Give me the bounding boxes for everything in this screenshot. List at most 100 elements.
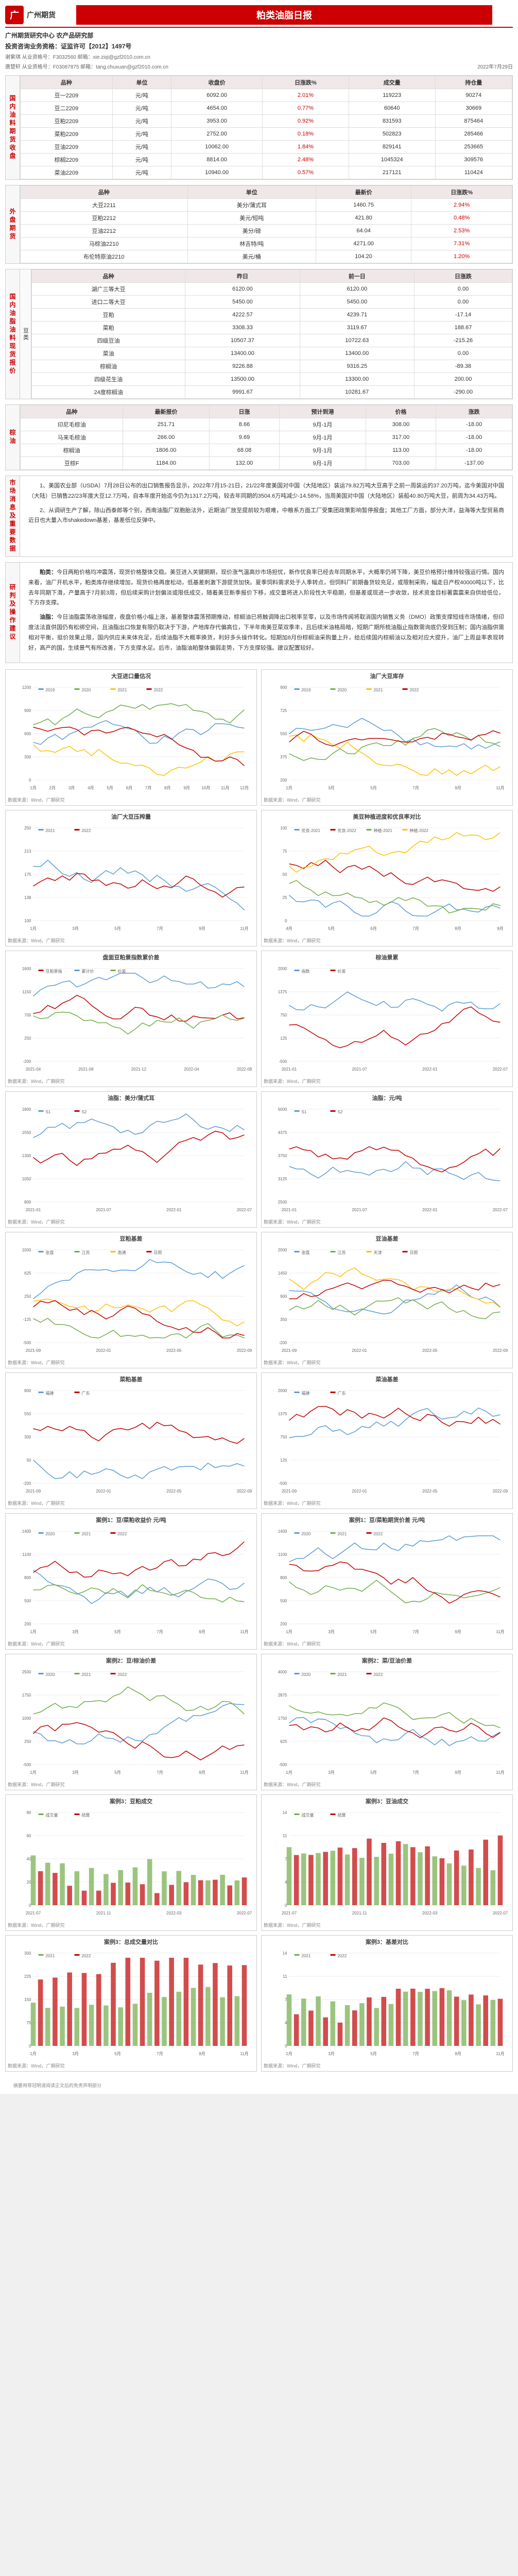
- svg-text:250: 250: [24, 826, 31, 831]
- svg-text:3月: 3月: [328, 2052, 334, 2056]
- svg-text:250: 250: [24, 1294, 31, 1299]
- table-cell: 4654.00: [171, 102, 263, 115]
- svg-text:550: 550: [24, 1412, 31, 1416]
- svg-text:2021-01: 2021-01: [26, 1208, 41, 1212]
- svg-text:600: 600: [24, 732, 31, 736]
- svg-text:2021: 2021: [82, 1672, 91, 1677]
- table-cell: 美分/磅: [187, 225, 316, 238]
- svg-text:2021-07: 2021-07: [352, 1067, 367, 1072]
- svg-text:2000: 2000: [278, 1388, 287, 1393]
- table-cell: 豆一2209: [21, 89, 113, 102]
- table-cell: 10940.00: [171, 166, 263, 179]
- svg-text:1550: 1550: [22, 1130, 31, 1135]
- table-cell: 4239.71: [300, 309, 414, 321]
- svg-text:成交量: 成交量: [302, 1812, 314, 1818]
- table-header: 价格: [366, 405, 436, 418]
- svg-text:2021-12: 2021-12: [131, 1067, 147, 1072]
- table-cell: 104.20: [316, 250, 411, 263]
- chart-body: 20001450900350-2002021-092022-012022-052…: [264, 1245, 510, 1358]
- chart-note: 数据来源：Wind，广期研究: [8, 796, 254, 803]
- section-foreign-futures: 外盘期货 品种单位最新价日涨跌% 大豆2211美分/蒲式耳1460.752.94…: [5, 185, 513, 264]
- svg-text:1750: 1750: [22, 1693, 31, 1698]
- svg-text:125: 125: [280, 1036, 287, 1041]
- table-header: 品种: [21, 186, 188, 199]
- table-cell: 2.94%: [411, 199, 512, 212]
- svg-text:10月: 10月: [202, 786, 211, 790]
- table-cell: 2.01%: [263, 89, 349, 102]
- svg-text:4375: 4375: [278, 1130, 287, 1135]
- chart-title: 豆粕基差: [8, 1234, 254, 1243]
- logo: 广 广州期货: [5, 6, 56, 24]
- table-cell: 200.00: [415, 373, 512, 386]
- table-cell: 棕榈油: [21, 444, 123, 457]
- svg-text:2021: 2021: [46, 1954, 55, 1958]
- svg-text:2022: 2022: [410, 688, 419, 692]
- table-cell: 829141: [349, 141, 435, 154]
- svg-text:7月: 7月: [412, 1770, 419, 1775]
- svg-text:2021: 2021: [374, 688, 383, 692]
- chart-title: 油脂：美分/蒲式耳: [8, 1094, 254, 1102]
- svg-text:2022-01: 2022-01: [422, 1208, 438, 1212]
- svg-text:0: 0: [285, 919, 287, 923]
- svg-text:11: 11: [283, 1834, 287, 1838]
- svg-text:2021: 2021: [338, 1672, 347, 1677]
- svg-text:2000: 2000: [278, 1248, 287, 1252]
- contact2: 唐楚轩 从业资格号：F03087875 邮箱：tang.chuxuan@gzf2…: [5, 62, 168, 70]
- svg-text:9月: 9月: [199, 2052, 205, 2056]
- svg-text:9月: 9月: [455, 786, 461, 790]
- table-cell: 502823: [349, 128, 435, 141]
- table-cell: 0.57%: [263, 166, 349, 179]
- chart-body: 9007255503752001月3月5月7月9月11月201920202021…: [264, 682, 510, 795]
- svg-text:1300: 1300: [22, 1154, 31, 1158]
- svg-text:2875: 2875: [278, 1693, 287, 1698]
- svg-text:1月: 1月: [30, 786, 36, 790]
- chart-note: 数据来源：Wind，广期研究: [264, 2062, 510, 2069]
- chart-title: 案例1：豆/菜粕收益价 元/吨: [8, 1516, 254, 1524]
- chart-box: 油脂：美分/蒲式耳18001550130010508002021-012021-…: [5, 1091, 257, 1228]
- svg-text:1750: 1750: [278, 1716, 287, 1721]
- sec4-label: 棕油: [6, 405, 20, 470]
- svg-text:3月: 3月: [72, 1770, 78, 1775]
- table-cell: 元/吨: [112, 141, 171, 154]
- table-row: 棕榈油1806.0068.089月-1月113.00-18.00: [21, 444, 512, 457]
- table-cell: 9991.67: [185, 386, 300, 399]
- svg-text:2021-04: 2021-04: [26, 1067, 41, 1072]
- svg-text:14: 14: [283, 1951, 287, 1956]
- chart-note: 数据来源：Wind，广期研究: [8, 2062, 254, 2069]
- svg-text:11月: 11月: [240, 926, 248, 931]
- table-cell: 7.31%: [411, 238, 512, 250]
- chart-note: 数据来源：Wind，广期研究: [8, 1218, 254, 1225]
- chart-box: 大豆进口量估况120090060030001月2月3月4月5月6月7月8月9月1…: [5, 669, 257, 806]
- table-cell: -137.00: [436, 457, 512, 470]
- svg-text:1400: 1400: [22, 1529, 31, 1534]
- chart-box: 油厂大豆库存9007255503752001月3月5月7月9月11月201920…: [261, 669, 513, 806]
- svg-text:2022-01: 2022-01: [96, 1348, 111, 1353]
- svg-text:7月: 7月: [157, 1630, 163, 1634]
- table-cell: 0.48%: [411, 212, 512, 225]
- svg-text:江苏: 江苏: [338, 1250, 346, 1255]
- svg-text:S2: S2: [338, 1110, 343, 1114]
- svg-text:138: 138: [24, 895, 31, 900]
- table-header: 最新价: [316, 186, 411, 199]
- chart-title: 案例3：总成交量对比: [8, 1938, 254, 1946]
- chart-box: 案例1：豆/菜粕期货价差 元/吨140011008005002001月3月5月7…: [261, 1513, 513, 1650]
- table-header: 品种: [32, 270, 185, 283]
- svg-text:2022-07: 2022-07: [493, 1208, 508, 1212]
- table-header: 品种: [21, 405, 123, 418]
- svg-text:价差: 价差: [118, 969, 126, 974]
- svg-text:-200: -200: [23, 1059, 31, 1064]
- table-row: 布伦特原油2210美元/桶104.201.20%: [21, 250, 512, 263]
- table-cell: 9月-1月: [280, 431, 366, 444]
- table-cell: 9月-1月: [280, 418, 366, 431]
- table-cell: 60640: [349, 102, 435, 115]
- table-row: 豆粕2209元/吨3953.000.92%831593875464: [21, 115, 512, 128]
- svg-text:2022-01: 2022-01: [166, 1208, 182, 1212]
- table-row: 豆油2212美分/磅64.042.53%: [21, 225, 512, 238]
- table-row: 菜油13400.0013400.000.00: [32, 347, 512, 360]
- svg-text:7月: 7月: [412, 786, 419, 790]
- svg-text:1月: 1月: [30, 1630, 36, 1634]
- report-date: 2022年7月29日: [477, 62, 513, 70]
- table-header: 持仓量: [435, 76, 512, 89]
- svg-text:5000: 5000: [278, 1107, 287, 1112]
- svg-text:5月: 5月: [370, 786, 376, 790]
